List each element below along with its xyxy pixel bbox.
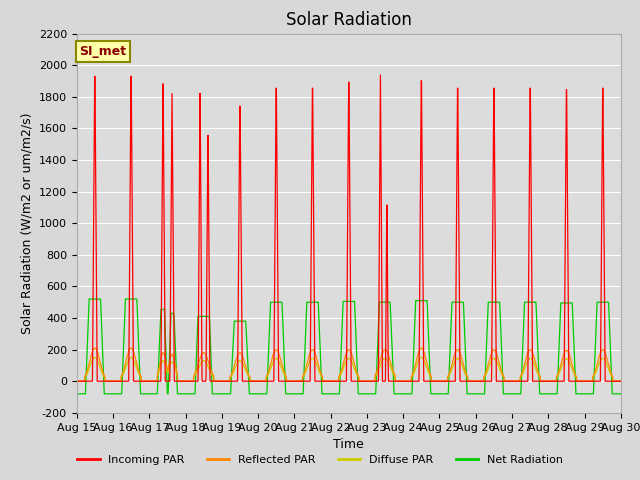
Incoming PAR	[617, 378, 625, 384]
Net Radiation	[85, 296, 93, 302]
Incoming PAR	[73, 378, 81, 384]
Reflected PAR	[569, 365, 577, 371]
Reflected PAR	[365, 378, 372, 384]
Net Radiation	[569, 317, 577, 323]
Legend: Incoming PAR, Reflected PAR, Diffuse PAR, Net Radiation: Incoming PAR, Reflected PAR, Diffuse PAR…	[73, 451, 567, 469]
Incoming PAR	[376, 72, 384, 78]
Line: Reflected PAR: Reflected PAR	[77, 348, 621, 381]
Diffuse PAR	[569, 368, 577, 374]
Reflected PAR	[617, 378, 625, 384]
Incoming PAR	[507, 378, 515, 384]
Reflected PAR	[91, 345, 99, 351]
X-axis label: Time: Time	[333, 438, 364, 451]
Reflected PAR	[225, 378, 232, 384]
Net Radiation	[376, 300, 384, 305]
Diffuse PAR	[225, 378, 232, 384]
Reflected PAR	[507, 378, 515, 384]
Diffuse PAR	[584, 378, 592, 384]
Net Radiation	[365, 391, 372, 396]
Incoming PAR	[376, 105, 384, 110]
Line: Diffuse PAR: Diffuse PAR	[77, 358, 621, 381]
Net Radiation	[507, 391, 515, 396]
Net Radiation	[225, 391, 232, 396]
Incoming PAR	[225, 378, 232, 384]
Net Radiation	[617, 391, 625, 396]
Incoming PAR	[365, 378, 372, 384]
Y-axis label: Solar Radiation (W/m2 or um/m2/s): Solar Radiation (W/m2 or um/m2/s)	[20, 112, 33, 334]
Diffuse PAR	[507, 378, 515, 384]
Diffuse PAR	[376, 362, 384, 368]
Reflected PAR	[376, 357, 384, 362]
Net Radiation	[584, 391, 592, 396]
Incoming PAR	[569, 378, 577, 384]
Incoming PAR	[584, 378, 592, 384]
Net Radiation	[73, 391, 81, 396]
Reflected PAR	[73, 378, 81, 384]
Text: SI_met: SI_met	[79, 45, 127, 58]
Reflected PAR	[584, 378, 592, 384]
Title: Solar Radiation: Solar Radiation	[286, 11, 412, 29]
Diffuse PAR	[617, 378, 625, 384]
Diffuse PAR	[91, 355, 99, 360]
Diffuse PAR	[73, 378, 81, 384]
Line: Net Radiation: Net Radiation	[77, 299, 621, 394]
Line: Incoming PAR: Incoming PAR	[77, 75, 621, 381]
Diffuse PAR	[365, 378, 372, 384]
